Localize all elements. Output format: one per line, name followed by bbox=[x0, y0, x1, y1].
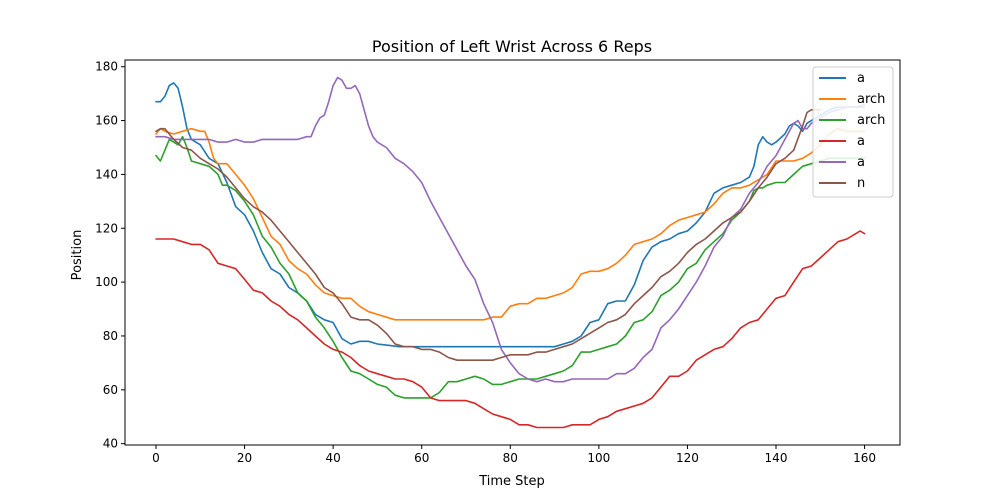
series-line-1 bbox=[155, 82, 866, 348]
series-line-5 bbox=[155, 76, 866, 383]
legend-label-2: arch bbox=[857, 92, 885, 107]
axes: 0 20 40 60 80 100 120 140 160 40 60 80 100 120 140 160 1… bbox=[95, 60, 876, 465]
legend-label-4: a bbox=[857, 134, 865, 149]
x-tick-label: 20 bbox=[237, 451, 252, 465]
plot-frame bbox=[124, 59, 901, 446]
series-line-6 bbox=[155, 109, 822, 361]
x-tick-label: 80 bbox=[503, 451, 518, 465]
y-axis-label: Position bbox=[70, 230, 85, 281]
plot-area bbox=[155, 76, 866, 429]
legend-box bbox=[812, 66, 894, 198]
x-tick-label: 60 bbox=[414, 451, 429, 465]
series-line-4 bbox=[155, 230, 866, 429]
y-tick-label: 80 bbox=[103, 329, 118, 343]
chart-title: Position of Left Wrist Across 6 Reps bbox=[372, 37, 652, 56]
x-axis-label: Time Step bbox=[478, 474, 545, 489]
y-tick-label: 100 bbox=[95, 275, 118, 289]
legend-label-5: a bbox=[857, 155, 865, 170]
y-tick-label: 140 bbox=[95, 167, 118, 181]
legend-label-6: n bbox=[857, 176, 865, 191]
y-tick-label: 60 bbox=[103, 383, 118, 397]
x-tick-label: 40 bbox=[326, 451, 341, 465]
y-tick-label: 160 bbox=[95, 114, 118, 128]
x-tick-label: 120 bbox=[676, 451, 699, 465]
x-tick-label: 160 bbox=[853, 451, 876, 465]
x-tick-label: 140 bbox=[765, 451, 788, 465]
legend-label-3: arch bbox=[857, 113, 885, 128]
legend-label-1: a bbox=[857, 71, 865, 86]
series-line-2 bbox=[155, 127, 866, 321]
y-tick-label: 120 bbox=[95, 221, 118, 235]
series-line-3 bbox=[155, 135, 866, 399]
x-tick-label: 0 bbox=[152, 451, 160, 465]
y-tick-label: 180 bbox=[95, 60, 118, 74]
x-tick-label: 100 bbox=[587, 451, 610, 465]
y-tick-label: 40 bbox=[103, 437, 118, 451]
